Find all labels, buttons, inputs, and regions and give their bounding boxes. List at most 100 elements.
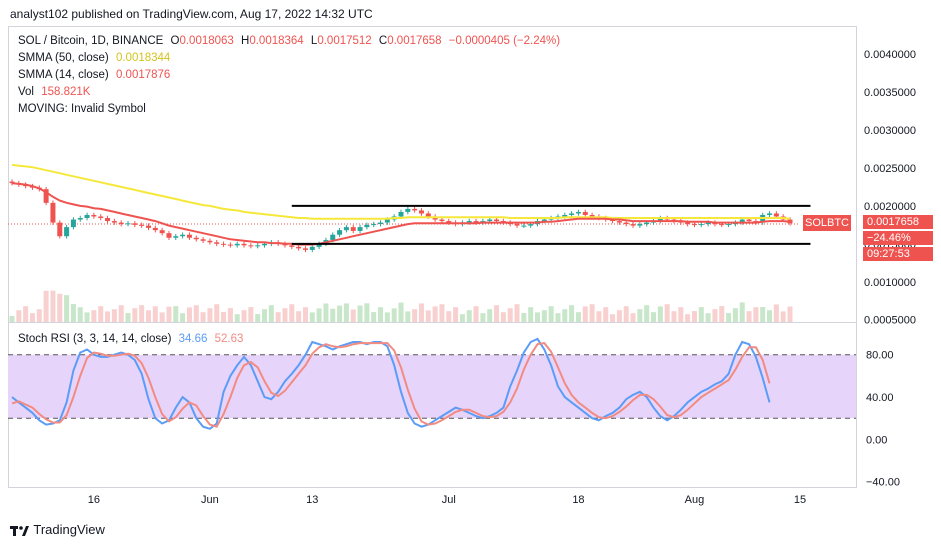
- volume-bar: [582, 306, 588, 322]
- volume-bar: [569, 305, 575, 322]
- volume-bar: [193, 305, 199, 322]
- volume-bar: [425, 310, 431, 322]
- candle-body: [719, 224, 725, 226]
- candle-body: [241, 243, 247, 246]
- volume-bar: [514, 304, 520, 322]
- candle-body: [767, 213, 773, 215]
- price-tick-label: 0.0010000: [864, 277, 916, 289]
- candle-body: [439, 219, 445, 222]
- volume-bar: [289, 304, 295, 322]
- volume-bar: [391, 308, 397, 322]
- candle-body: [412, 208, 418, 211]
- volume-bar: [767, 310, 773, 322]
- legend-o-label: O: [170, 35, 180, 47]
- price-tick-label: 0.0005000: [864, 315, 916, 327]
- candle-body: [132, 223, 138, 225]
- volume-bar: [57, 293, 63, 322]
- volume-bar: [70, 304, 76, 322]
- volume-bar: [418, 303, 424, 322]
- volume-bar: [753, 307, 759, 322]
- candle-body: [446, 221, 452, 223]
- volume-bar: [248, 307, 254, 322]
- volume-bar: [180, 313, 186, 322]
- candle-body: [773, 213, 779, 217]
- candle-body: [357, 227, 363, 231]
- volume-bar: [630, 313, 636, 322]
- candle-body: [296, 246, 302, 249]
- volume-bar: [255, 314, 261, 322]
- legend-vol-label: Vol: [18, 86, 34, 98]
- legend-smma14-label: SMMA (14, close): [18, 69, 109, 81]
- candle-body: [64, 227, 70, 237]
- candle-body: [466, 221, 472, 223]
- legend-h: H0.0018364: [241, 35, 304, 47]
- candle-body: [685, 222, 691, 225]
- legend-vol-value: 158.821K: [41, 86, 91, 98]
- volume-bar: [466, 310, 472, 322]
- legend-smma14: SMMA (14, close) 0.0017876: [18, 69, 174, 81]
- candle-body: [746, 219, 752, 222]
- candle-body: [378, 222, 384, 225]
- candle-body: [582, 211, 588, 215]
- candle-body: [494, 219, 500, 222]
- candle-body: [50, 202, 56, 223]
- volume-bar: [548, 306, 554, 322]
- volume-bar: [378, 307, 384, 322]
- candle-body: [180, 234, 186, 237]
- last-price-label: 0.0017658: [863, 215, 933, 229]
- volume-bar: [186, 307, 192, 322]
- volume-bar: [23, 306, 29, 322]
- legend-stoch-d: 52.63: [214, 333, 244, 345]
- volume-bar: [64, 295, 70, 322]
- candle-body: [330, 234, 336, 241]
- volume-bar: [760, 307, 766, 322]
- legend-smma50: SMMA (50, close) 0.0018344: [18, 52, 174, 64]
- volume-bar: [494, 305, 500, 322]
- candle-body: [289, 245, 295, 247]
- volume-bar: [275, 312, 281, 322]
- candle-body: [91, 214, 97, 217]
- candle-body: [125, 223, 131, 225]
- volume-bar: [105, 311, 111, 322]
- candle-body: [159, 230, 165, 234]
- candle-body: [9, 181, 15, 184]
- volume-bar: [453, 307, 459, 322]
- volume-bar: [555, 313, 561, 322]
- candle-body: [514, 224, 520, 226]
- volume-bar: [405, 311, 411, 322]
- candle-body: [630, 224, 636, 226]
- candle-body: [616, 221, 622, 223]
- volume-bar: [623, 306, 629, 322]
- volume-bar: [91, 310, 97, 322]
- candle-body: [343, 227, 349, 231]
- candle-body: [227, 244, 233, 246]
- volume-bar: [343, 303, 349, 322]
- volume-bar: [296, 311, 302, 322]
- volume-bar: [316, 308, 322, 322]
- candle-body: [405, 208, 411, 212]
- candle-body: [214, 242, 220, 244]
- volume-bar: [603, 307, 609, 322]
- legend-smma50-value: 0.0018344: [115, 52, 171, 64]
- footer-brand[interactable]: TradingView: [10, 522, 105, 540]
- volume-bar: [664, 304, 670, 322]
- candle-body: [637, 224, 643, 226]
- volume-bar: [787, 306, 793, 322]
- countdown-label: 09:27:53: [863, 247, 933, 261]
- candle-body: [337, 230, 343, 235]
- candle-body: [152, 227, 158, 231]
- legend-ohlc: SOL / Bitcoin, 1D, BINANCE O0.0018063 H0…: [18, 35, 564, 47]
- smma50-line: [11, 163, 791, 220]
- volume-bar: [36, 309, 42, 322]
- volume-bar: [439, 304, 445, 322]
- volume-bar: [541, 310, 547, 322]
- candle-body: [623, 222, 629, 225]
- price-tick-label: 0.0025000: [864, 163, 916, 175]
- volume-bar: [282, 308, 288, 322]
- candle-body: [698, 224, 704, 226]
- volume-bar: [780, 311, 786, 322]
- price-tick-label: 0.0035000: [864, 87, 916, 99]
- volume-bar: [459, 314, 465, 322]
- candle-body: [384, 219, 390, 223]
